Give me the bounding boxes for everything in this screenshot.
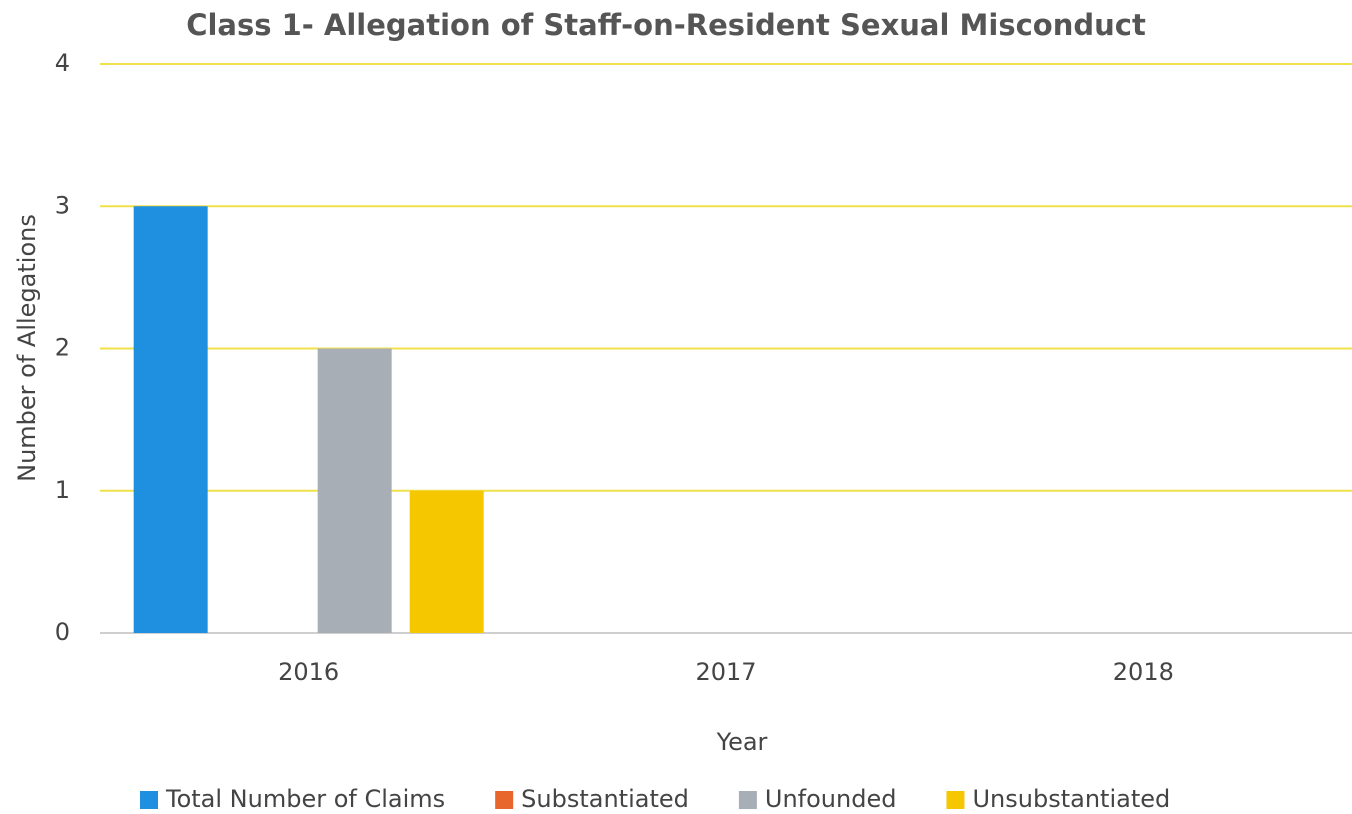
y-tick-label: 3 (55, 191, 70, 219)
y-tick-label: 4 (55, 49, 70, 77)
x-tick-label: 2018 (1113, 658, 1174, 686)
y-tick-label: 0 (55, 618, 70, 646)
legend-swatch (946, 791, 965, 809)
x-tick-label: 2017 (695, 658, 756, 686)
legend-swatch (738, 791, 757, 809)
legend-label: Total Number of Claims (165, 785, 445, 813)
legend-label: Unfounded (765, 785, 897, 813)
x-tick-label: 2016 (278, 658, 339, 686)
bar (409, 490, 484, 633)
legend-swatch (140, 791, 158, 809)
legend-label: Unsubstantiated (972, 785, 1170, 813)
x-axis-label: Year (716, 728, 768, 756)
chart-title: Class 1- Allegation of Staff-on-Resident… (186, 8, 1146, 42)
y-tick-label: 1 (55, 476, 70, 504)
bar (317, 348, 392, 633)
bar (133, 206, 208, 633)
legend-label: Substantiated (521, 785, 689, 813)
y-tick-label: 2 (55, 334, 70, 362)
legend-swatch (495, 791, 514, 809)
y-axis-label: Number of Allegations (13, 214, 41, 482)
